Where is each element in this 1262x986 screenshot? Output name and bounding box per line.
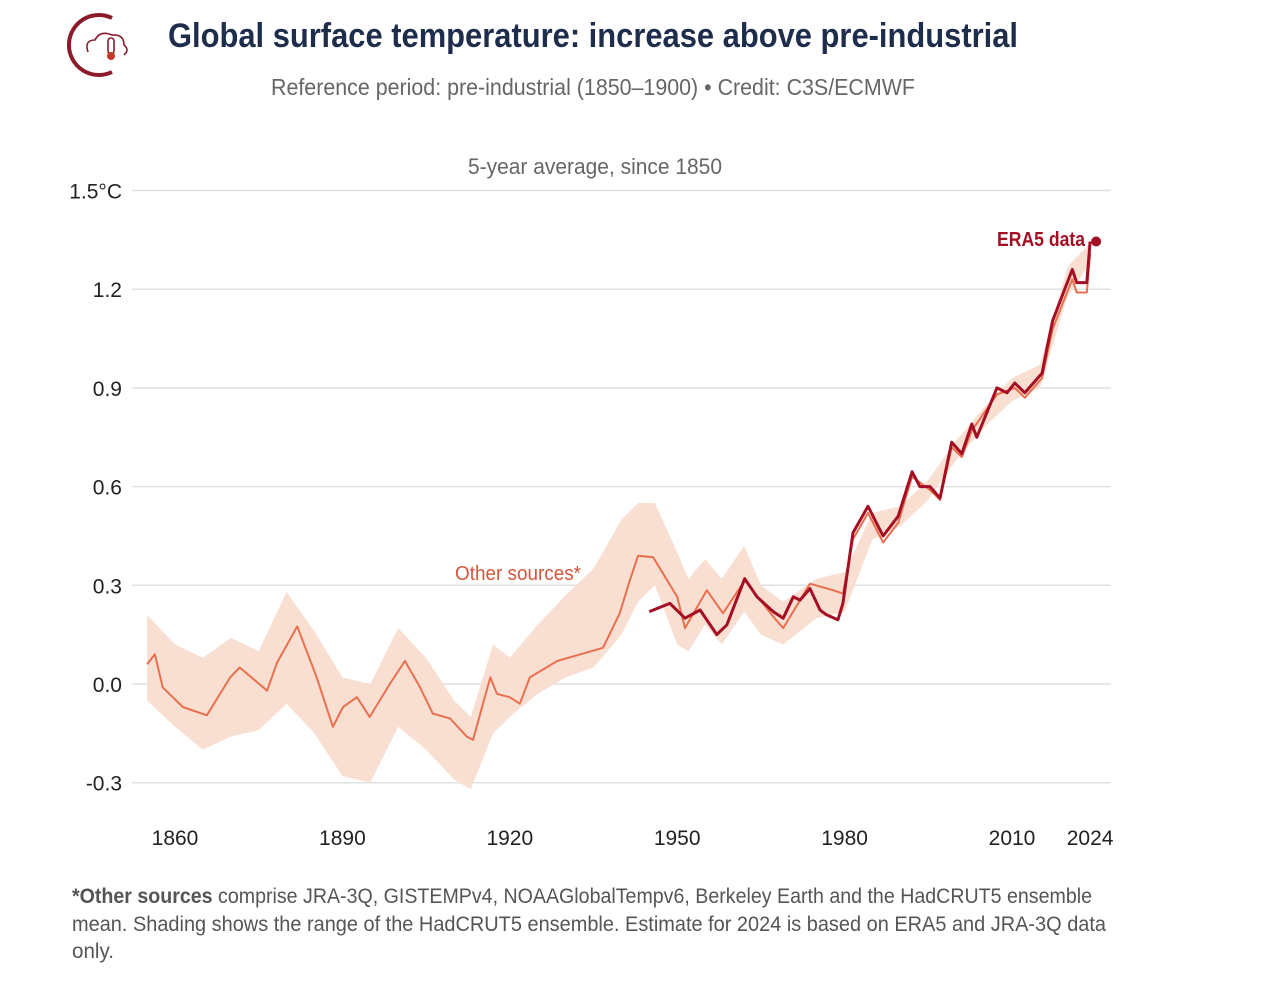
y-tick-label: 0.3 [93,575,122,598]
x-tick-label: 1950 [654,827,701,850]
x-tick-label: 2024 [1067,827,1114,850]
x-tick-label: 2010 [989,827,1036,850]
cloud-icon [86,32,128,56]
footnote: *Other sources comprise JRA-3Q, GISTEMPv… [72,885,1106,963]
y-tick-label: 1.5°C [69,181,122,204]
footnote-line-1: *Other sources comprise JRA-3Q, GISTEMPv… [72,885,1092,908]
footnote-line-3: only. [72,940,114,963]
y-tick-label: 0.0 [93,674,122,697]
logo-arc-icon [67,13,113,77]
plot-title: 5-year average, since 1850 [468,154,722,179]
x-tick-label: 1860 [152,827,199,850]
era5-line [648,241,1092,637]
other-sources-label: Other sources* [455,563,581,585]
x-tick-label: 1890 [319,827,366,850]
chart-title: Global surface temperature: increase abo… [168,17,1018,55]
era5-endpoint-marker [1091,236,1102,247]
x-tick-label: 1980 [821,827,868,850]
chart-subtitle: Reference period: pre-industrial (1850–1… [271,74,915,100]
thermometer-bulb-icon [107,52,115,60]
y-tick-label: 0.9 [93,378,122,401]
band-layer [147,243,1091,790]
footnote-bold: *Other sources [72,885,213,908]
other-sources-line [146,252,1092,741]
y-tick-label: 1.2 [93,279,122,302]
lines-layer [146,236,1102,741]
footnote-line-2: mean. Shading shows the range of the Had… [72,913,1106,936]
logo [67,13,128,77]
y-tick-label: 0.6 [93,477,122,500]
era5-label: ERA5 data [997,229,1086,251]
x-tick-label: 1920 [486,827,533,850]
hadcrut5-range-band [147,243,1091,790]
y-tick-label: -0.3 [86,773,122,796]
footnote-text: comprise JRA-3Q, GISTEMPv4, NOAAGlobalTe… [213,885,1092,908]
thermometer-icon [107,37,115,55]
axis-labels: -0.3 0.0 0.3 0.6 0.9 1.2 1.5°C 1860 1890 1920 1950… [69,181,1114,851]
